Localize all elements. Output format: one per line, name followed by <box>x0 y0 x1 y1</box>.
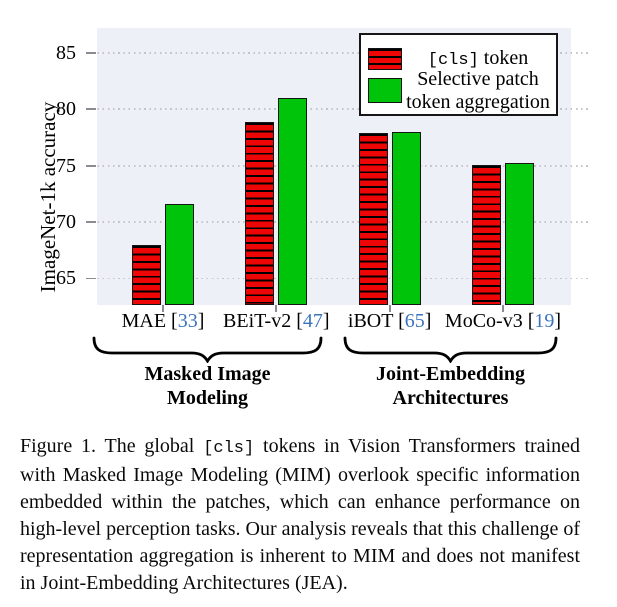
x-tick-label: BEiT-v2 [47] <box>223 307 330 335</box>
group-brace <box>343 336 558 363</box>
group-label-line2: Modeling <box>166 387 249 409</box>
x-tick-label: MoCo-v3 [19] <box>445 307 561 335</box>
bar-selective-patch <box>278 97 308 305</box>
y-tick-label: 80 <box>56 98 76 121</box>
y-tick-mark <box>86 164 96 167</box>
x-tick-mark <box>388 305 391 312</box>
legend-swatch-selective-patch <box>368 78 402 103</box>
category-name: iBOT <box>347 310 394 332</box>
group-label-line1: Joint-Embedding <box>376 363 525 385</box>
legend: [cls] token Selective patch token aggrega… <box>359 33 558 116</box>
y-tick-mark <box>86 108 96 111</box>
legend-label-cls-rest: token <box>478 47 529 69</box>
cite-bracket-open: [ <box>166 310 178 332</box>
citation-link[interactable]: 47 <box>302 310 323 332</box>
grid-line <box>87 221 588 223</box>
y-tick-mark <box>86 277 96 280</box>
bar-selective-patch <box>165 204 194 305</box>
x-tick-mark <box>275 305 278 312</box>
x-tick-label: iBOT [65] <box>348 307 432 335</box>
y-tick-label: 85 <box>56 41 76 64</box>
caption-text-before: Figure 1. The global <box>20 435 204 457</box>
y-tick-label: 70 <box>56 211 76 234</box>
grid-line <box>87 52 588 54</box>
group-label: Joint-Embedding Architectures <box>321 362 581 410</box>
x-tick-label: MAE [33] <box>122 307 205 335</box>
y-tick-mark <box>86 51 96 54</box>
x-tick-mark <box>162 305 164 312</box>
bar-cls-token <box>132 244 161 305</box>
citation-link[interactable]: 33 <box>177 310 198 332</box>
bar-selective-patch <box>391 131 421 305</box>
y-tick-mark <box>86 221 96 223</box>
caption-text-after: tokens in Vision Transformers trained wi… <box>20 435 580 594</box>
citation-link[interactable]: 19 <box>534 310 555 332</box>
group-label: Masked Image Modeling <box>78 362 338 410</box>
grid-line <box>87 108 588 111</box>
bar-cls-token <box>245 121 275 305</box>
figure-caption: Figure 1. The global [cls] tokens in Vis… <box>20 433 580 597</box>
cite-bracket-close: ] <box>197 310 205 332</box>
cite-bracket-open: [ <box>393 310 405 332</box>
cite-bracket-close: ] <box>424 310 432 332</box>
bar-cls-token <box>358 132 388 305</box>
category-name: MoCo-v3 <box>444 310 523 332</box>
cite-bracket-open: [ <box>522 310 535 332</box>
legend-swatch-cls-token <box>368 48 402 70</box>
legend-label-selective-patch: Selective patch token aggregation <box>406 68 550 113</box>
cite-bracket-close: ] <box>322 310 330 332</box>
group-label-line2: Architectures <box>392 387 509 409</box>
grid-line <box>87 164 588 167</box>
category-name: BEiT-v2 <box>223 310 292 332</box>
bar-selective-patch <box>505 163 534 305</box>
y-tick-label: 75 <box>56 154 76 177</box>
category-name: MAE <box>121 310 167 332</box>
citation-link[interactable]: 65 <box>404 310 425 332</box>
cite-bracket-close: ] <box>554 310 562 332</box>
legend-label-cls-mono: [cls] <box>427 51 479 70</box>
group-brace <box>92 336 323 363</box>
caption-cls-token: [cls] <box>203 439 255 458</box>
group-label-line1: Masked Image <box>144 363 271 385</box>
cite-bracket-open: [ <box>291 310 303 332</box>
legend-label-cls-token: [cls] token <box>403 40 553 76</box>
grid-line <box>87 277 588 280</box>
y-tick-label: 65 <box>56 267 76 290</box>
bar-cls-token <box>472 164 501 305</box>
y-axis-title: ImageNet-1k accuracy <box>36 101 60 293</box>
x-tick-mark <box>502 305 504 312</box>
